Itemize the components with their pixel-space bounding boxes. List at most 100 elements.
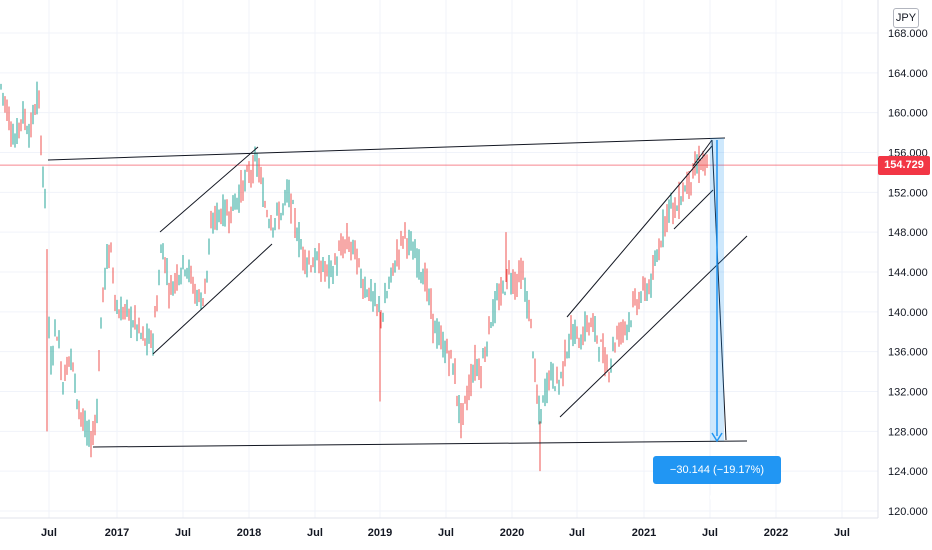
candle <box>142 326 144 341</box>
candle <box>212 212 214 234</box>
trendline[interactable] <box>159 146 259 233</box>
candle <box>28 123 30 148</box>
candle <box>94 414 96 436</box>
candle <box>68 356 70 367</box>
trendline[interactable] <box>566 145 713 318</box>
candle <box>232 195 234 212</box>
candle <box>306 257 308 278</box>
candle <box>448 350 450 377</box>
candle <box>130 306 132 339</box>
candle <box>592 313 594 332</box>
candle <box>422 268 424 285</box>
candle <box>646 283 648 302</box>
candle <box>200 292 202 310</box>
candle <box>576 326 578 339</box>
candle <box>582 326 584 346</box>
x-tick-label: Jul <box>834 527 850 539</box>
trendline[interactable] <box>92 440 748 448</box>
candle <box>586 315 588 333</box>
candle <box>230 206 232 224</box>
candle <box>348 236 350 253</box>
candle <box>148 328 150 344</box>
candle <box>104 267 106 290</box>
candle <box>482 348 484 359</box>
candle <box>222 194 224 227</box>
candle <box>52 345 54 366</box>
candle <box>536 384 538 404</box>
candle <box>260 166 262 185</box>
candle <box>14 133 16 148</box>
candle <box>180 267 182 285</box>
candle <box>630 320 632 328</box>
candle <box>444 340 446 364</box>
candle <box>280 212 282 221</box>
candle <box>436 318 438 349</box>
candle <box>480 365 482 389</box>
candle <box>598 346 600 362</box>
candle <box>542 395 544 403</box>
candle <box>638 291 640 310</box>
candle <box>168 282 170 309</box>
candle <box>500 277 502 306</box>
candle <box>48 316 50 339</box>
candle <box>528 299 530 322</box>
candle <box>446 338 448 354</box>
candle <box>58 330 60 349</box>
candle <box>706 154 708 169</box>
trendline[interactable] <box>47 137 726 161</box>
candle <box>88 419 90 447</box>
candle <box>652 255 654 280</box>
candle <box>556 366 558 384</box>
x-tick-label: Jul <box>175 527 191 539</box>
trendline[interactable] <box>692 139 713 167</box>
candle <box>342 236 344 259</box>
candle <box>430 288 432 319</box>
candle <box>552 363 554 389</box>
trendline[interactable] <box>673 189 714 230</box>
candle <box>98 350 100 372</box>
candle <box>124 303 126 320</box>
candle <box>656 249 658 263</box>
candle <box>170 274 172 295</box>
candle <box>438 321 440 346</box>
candle <box>688 171 690 200</box>
candle <box>566 351 568 359</box>
measure-arrow-head <box>711 432 723 443</box>
candle <box>346 222 348 250</box>
measurement-label: −30.144 (−19.17%) −3014.4 <box>653 456 781 504</box>
candle <box>600 339 602 342</box>
candle <box>336 256 338 276</box>
candle <box>268 218 270 229</box>
candle <box>186 267 188 279</box>
x-axis[interactable]: Jul 2017 Jul 2018 Jul 2019 Jul 2020 Jul 2021 Jul 20… <box>0 517 878 539</box>
candle <box>390 267 392 283</box>
x-tick-label: 2020 <box>500 527 524 539</box>
candle <box>486 341 488 357</box>
x-tick-label: Jul <box>702 527 718 539</box>
trendline-drawings[interactable] <box>47 137 748 448</box>
candle <box>204 278 206 294</box>
candle <box>60 361 62 381</box>
y-axis[interactable]: 120.000 124.000 128.000 132.000 136.000 140.0… <box>877 0 928 518</box>
candle <box>396 239 398 267</box>
candle <box>572 324 574 347</box>
trendline[interactable] <box>152 243 273 355</box>
currency-label[interactable]: JPY <box>893 8 919 28</box>
candle <box>510 272 512 295</box>
candle <box>2 92 4 106</box>
candle <box>420 271 422 284</box>
candle <box>76 399 78 410</box>
trendline[interactable] <box>711 139 727 441</box>
candle <box>332 265 334 284</box>
candle <box>216 202 218 231</box>
candle <box>344 239 346 254</box>
candle <box>416 248 418 278</box>
candle <box>458 395 460 424</box>
x-tick-label: 2019 <box>368 527 392 539</box>
candle <box>82 408 84 431</box>
candle <box>162 243 164 260</box>
candle <box>368 287 370 302</box>
trendline[interactable] <box>559 235 748 418</box>
